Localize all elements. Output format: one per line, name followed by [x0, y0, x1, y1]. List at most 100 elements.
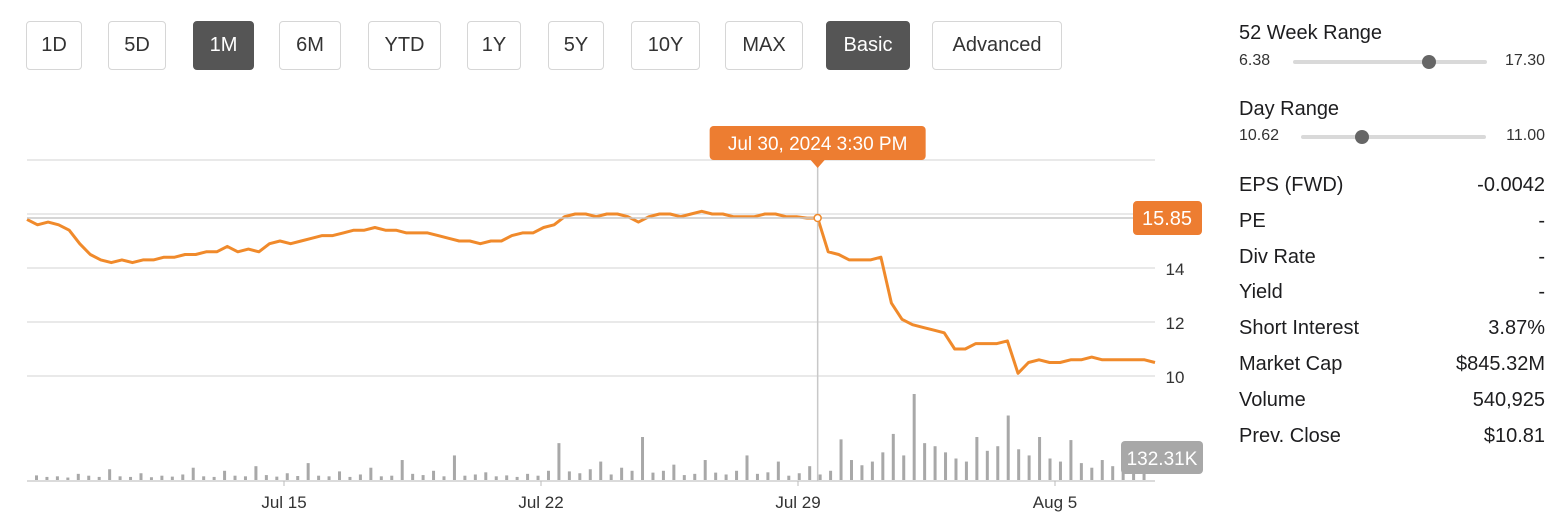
volume-bar — [264, 475, 268, 480]
date-tooltip-arrow — [810, 160, 825, 168]
52-week-range-bar: 6.38 17.30 — [1239, 52, 1545, 72]
volume-bar — [620, 467, 624, 480]
volume-bar — [515, 476, 519, 480]
volume-bar — [411, 473, 415, 480]
volume-bar — [870, 461, 874, 480]
volume-bar — [66, 477, 70, 480]
stat-row-market-cap: Market Cap $845.32M — [1239, 353, 1545, 381]
volume-bar — [55, 476, 59, 480]
volume-bar — [484, 472, 488, 480]
date-tooltip-label: Jul 30, 2024 3:30 PM — [728, 134, 908, 155]
volume-bar — [703, 460, 707, 480]
range-1d-button[interactable]: 1D — [26, 21, 82, 70]
volume-bar — [1100, 460, 1104, 480]
volume-bar — [1111, 466, 1115, 480]
volume-bar — [275, 476, 279, 480]
day-track — [1301, 130, 1486, 144]
x-tick-label: Aug 5 — [1033, 493, 1077, 512]
volume-bar — [358, 474, 362, 480]
volume-bar — [693, 473, 697, 480]
stat-label: EPS (FWD) — [1239, 174, 1344, 196]
volume-bar — [327, 476, 331, 480]
volume-bar — [233, 475, 237, 480]
volume-bar — [546, 470, 550, 480]
day-position-knob — [1355, 130, 1370, 144]
volume-bar — [776, 461, 780, 480]
volume-bar — [473, 474, 477, 480]
range-5d-button[interactable]: 5D — [108, 21, 166, 70]
stat-label: Div Rate — [1239, 246, 1316, 268]
volume-bar — [630, 470, 634, 480]
range-ytd-button[interactable]: YTD — [368, 21, 441, 70]
volume-bar — [964, 461, 968, 480]
volume-bar — [118, 476, 122, 480]
52-week-high: 17.30 — [1504, 52, 1545, 69]
stat-label: Market Cap — [1239, 353, 1343, 375]
volume-bar — [202, 476, 206, 480]
volume-bar — [849, 460, 853, 480]
stat-row-eps: EPS (FWD) -0.0042 — [1239, 174, 1545, 202]
stat-value: - — [1538, 281, 1545, 303]
volume-bar — [944, 452, 948, 480]
stat-value: -0.0042 — [1477, 174, 1545, 196]
volume-bar — [829, 470, 833, 480]
range-5y-button[interactable]: 5Y — [548, 21, 604, 70]
volume-bar — [860, 465, 864, 480]
x-tick-label: Jul 22 — [518, 493, 563, 512]
volume-bar — [108, 469, 112, 480]
date-tooltip — [709, 126, 926, 160]
volume-bar — [923, 443, 927, 480]
volume-bar — [139, 473, 143, 480]
volume-bar — [808, 466, 812, 480]
day-high: 11.00 — [1506, 127, 1545, 144]
volume-bar — [129, 476, 133, 480]
volume-bar — [985, 450, 989, 480]
volume-bar — [526, 473, 530, 480]
volume-bar — [996, 446, 1000, 480]
volume-bar — [296, 476, 300, 480]
range-6m-button[interactable]: 6M — [279, 21, 341, 70]
stat-label: Short Interest — [1239, 317, 1360, 339]
stat-label: Volume — [1239, 389, 1306, 411]
volume-badge-label: 132.31K — [1127, 449, 1198, 470]
price-badge-label: 15.85 — [1142, 208, 1192, 230]
volume-bar — [452, 455, 456, 480]
volume-bar — [160, 475, 164, 480]
volume-bar — [839, 439, 843, 480]
volume-bar — [76, 473, 80, 480]
volume-bar — [1038, 437, 1042, 480]
volume-bar — [254, 466, 258, 480]
range-max-button[interactable]: MAX — [725, 21, 803, 70]
stat-row-yield: Yield - — [1239, 281, 1545, 309]
volume-bar — [285, 473, 289, 480]
volume-bar — [212, 476, 216, 480]
volume-bar — [442, 476, 446, 480]
volume-bar — [735, 470, 739, 480]
range-10y-button[interactable]: 10Y — [631, 21, 700, 70]
volume-bar — [651, 472, 655, 480]
volume-bar — [432, 470, 436, 480]
volume-bar — [641, 437, 645, 480]
price-line — [26, 209, 1156, 375]
basic-view-button[interactable]: Basic — [826, 21, 910, 70]
stat-row-prev-close: Prev. Close $10.81 — [1239, 425, 1545, 453]
stat-value: 3.87% — [1488, 317, 1545, 339]
volume-bar — [714, 472, 718, 480]
52-week-range-title: 52 Week Range — [1239, 22, 1383, 44]
stat-row-volume: Volume 540,925 — [1239, 389, 1545, 417]
volume-bar — [505, 475, 509, 480]
volume-bar — [599, 461, 603, 480]
range-1y-button[interactable]: 1Y — [467, 21, 521, 70]
volume-bar — [766, 472, 770, 480]
volume-badge — [1121, 441, 1203, 474]
volume-bar — [463, 475, 467, 480]
range-1m-button[interactable]: 1M — [193, 21, 254, 70]
volume-bar — [578, 473, 582, 480]
volume-bar — [35, 475, 38, 480]
stat-row-short-interest: Short Interest 3.87% — [1239, 317, 1545, 345]
volume-bar — [567, 471, 571, 480]
volume-bar — [672, 464, 676, 480]
volume-bar — [369, 467, 373, 480]
advanced-view-button[interactable]: Advanced — [932, 21, 1062, 70]
